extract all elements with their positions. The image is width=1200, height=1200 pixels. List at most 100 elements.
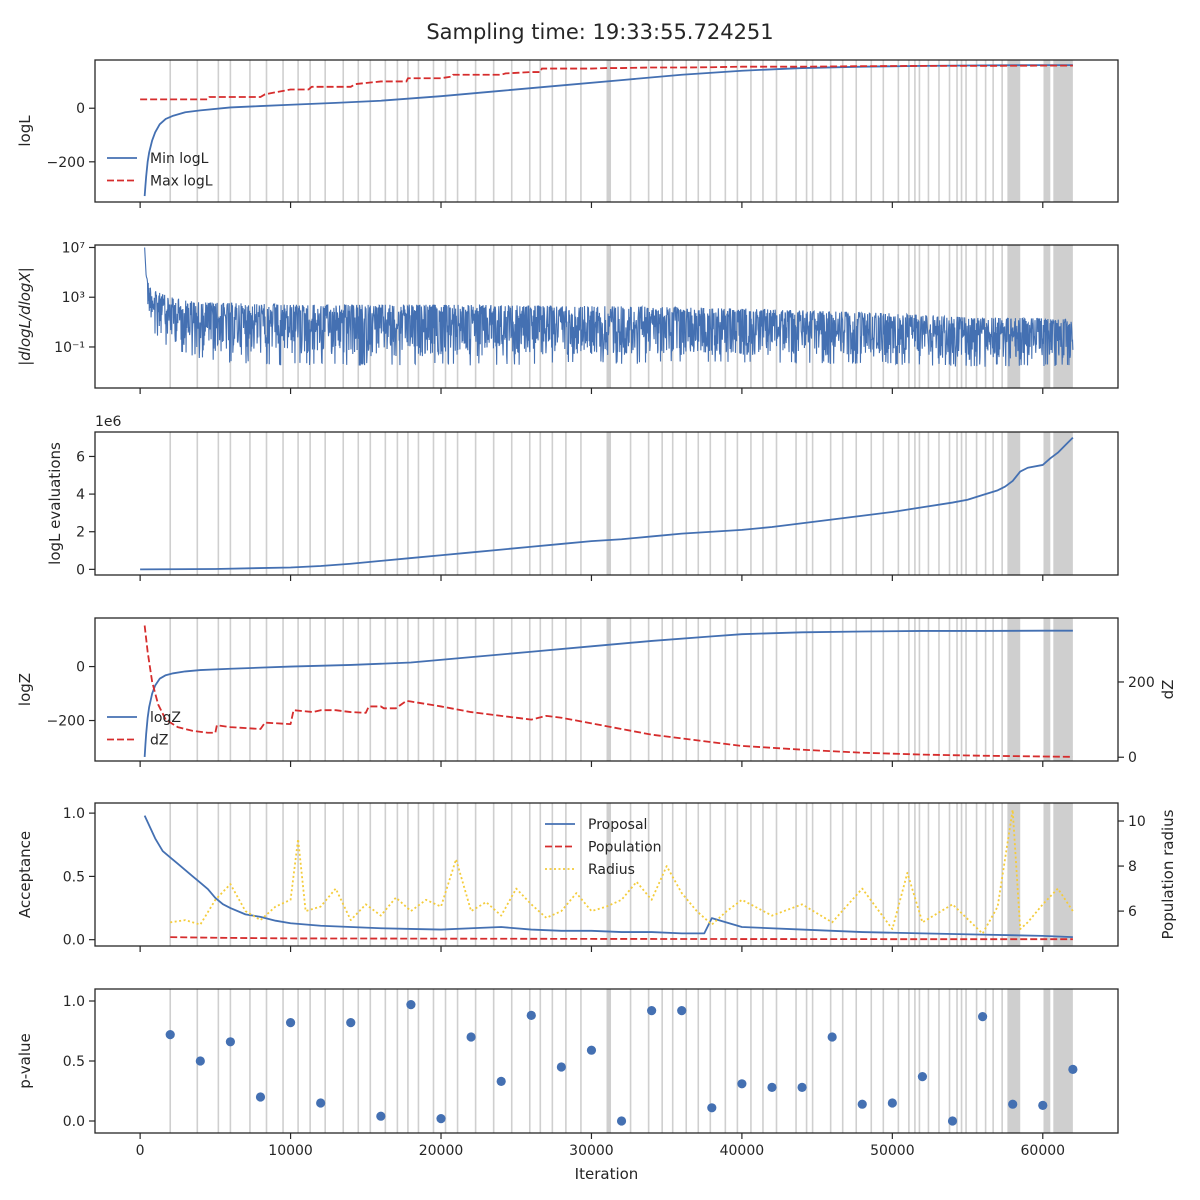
data-point [707,1103,717,1113]
legend-label: Radius [588,862,635,878]
data-point [647,1006,657,1016]
y-tick-label: 0.5 [63,869,85,885]
plot-area [143,618,1073,761]
series-line-1 [144,247,1074,367]
data-point [285,1018,296,1028]
shaded-band [1008,803,1021,946]
series-max-logl [140,64,1073,101]
data-point [255,1092,266,1102]
shaded-band [606,618,612,761]
y-tick-label: 0 [76,660,85,676]
y-tick-label-right: 10 [1128,814,1146,830]
plot-area [165,989,1078,1133]
x-tick-label: 30000 [569,1143,614,1159]
shaded-band [1053,803,1073,946]
series-min-logl [143,64,1073,197]
series-logz [143,629,1073,758]
y-tick-label: 0.0 [63,1114,85,1130]
y-tick-label: 1.0 [63,994,85,1010]
plot-area [143,803,1074,946]
shaded-band [1053,618,1073,761]
data-point [737,1079,747,1089]
axes-frame [94,431,1119,576]
shaded-band [1044,989,1051,1133]
data-point [526,1010,536,1021]
axes-frame [94,617,1119,762]
y-axis-label: logL evaluations [46,442,64,565]
y-tick-label: 0.0 [63,933,85,949]
y-axis-label-right: Population radius [1159,809,1177,939]
shaded-band [1008,432,1021,575]
data-point [1068,1064,1078,1074]
plot-area [140,60,1073,202]
series-dz [143,625,1073,758]
data-point [195,1056,205,1066]
data-point [797,1082,807,1092]
shaded-band [606,989,612,1133]
data-point [466,1032,476,1042]
x-tick-label: 10000 [268,1143,313,1159]
shaded-band [1008,60,1021,202]
data-point [677,1006,687,1016]
y-tick-label-right: 200 [1128,675,1155,691]
data-point [376,1111,386,1121]
legend: Min logL Max logL [107,151,213,190]
y-axis-label: logZ [16,673,34,706]
axes-frame [94,59,1119,203]
shaded-band [1053,245,1073,388]
shaded-band [606,432,612,575]
y-tick-label: 10⁷ [62,240,85,256]
y-tick-label-right: 0 [1128,750,1137,766]
data-point [436,1114,446,1124]
y-tick-label: 4 [76,487,85,503]
data-point [1008,1099,1018,1109]
panel-5: 0.0 0.5 1.0 6 8 10 Acceptance Population radius… [16,802,1177,952]
y-tick-label-right: 6 [1128,904,1137,920]
data-point [947,1116,958,1126]
y-tick-label: 0.5 [63,1054,85,1070]
offset-text: 1e6 [95,414,122,430]
legend-label: Proposal [588,817,647,833]
panel-3: 0 2 4 6 logL evaluations 1e6 [46,414,1119,581]
y-axis-label: |dlogL/dlogX| [16,267,34,366]
plot-area [140,432,1074,575]
data-point [887,1098,897,1108]
shaded-band [1053,989,1073,1133]
shaded-band [606,803,612,946]
x-axis-label: Iteration [575,1165,639,1183]
y-tick-label: 0 [76,101,85,117]
data-point [827,1032,837,1042]
axes-frame [94,802,1119,947]
legend-label: Population [588,840,662,856]
data-point [316,1098,326,1108]
y-tick-label-right: 8 [1128,859,1137,875]
legend-label: logZ [150,710,181,726]
shaded-band [606,60,612,202]
data-point [346,1018,356,1028]
shaded-band [1044,60,1051,202]
panel-2: 10⁻¹ 10³ 10⁷ |dlogL/dlogX| [16,240,1119,394]
series-radius [170,808,1074,935]
y-axis-label-right: dZ [1159,680,1177,700]
y-tick-label: 6 [76,449,85,465]
y-tick-label: 10⁻¹ [54,340,85,356]
data-point [225,1037,235,1047]
panel-1: −200 0 logL Min logL Max logL [16,59,1119,208]
y-tick-label: 0 [76,562,85,578]
y-axis-label: p-value [16,1033,34,1089]
y-axis-label: logL [16,115,34,147]
x-tick-label: 20000 [419,1143,464,1159]
figure-title: Sampling time: 19:33:55.724251 [426,20,774,44]
y-tick-label: 1.0 [63,806,85,822]
data-point [586,1045,597,1055]
data-point [857,1099,867,1109]
series-proposal [143,815,1073,939]
legend-label: Max logL [150,174,213,190]
y-tick-label: 10³ [62,290,85,306]
shaded-band [1008,245,1021,388]
y-tick-label: −200 [47,714,85,730]
legend-label: Min logL [150,151,209,167]
y-axis-label: Acceptance [16,831,34,918]
panel-4: −200 0 0 200 logZ dZ logZ dZ [16,617,1177,767]
